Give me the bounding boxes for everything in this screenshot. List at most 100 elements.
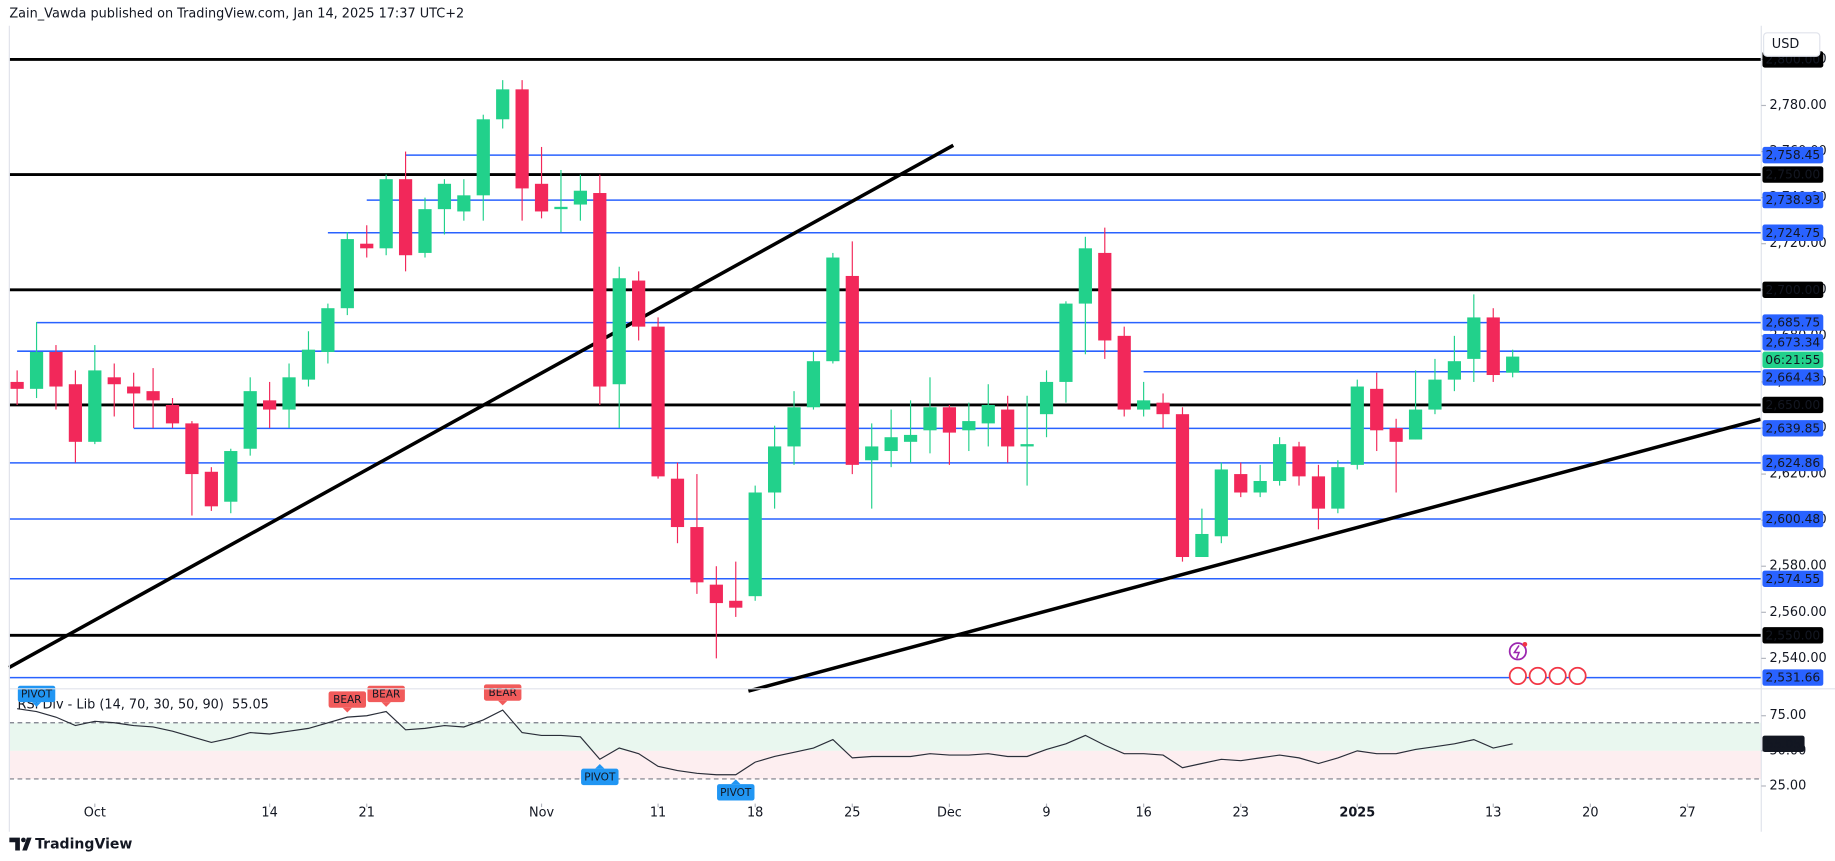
candle-body — [496, 89, 510, 120]
signal-pointer — [595, 763, 605, 769]
candle-body — [1020, 444, 1034, 447]
signal-label: BEAR — [333, 694, 361, 706]
level-label: 2,531.66 — [1766, 671, 1821, 685]
level-label-box — [1762, 454, 1824, 472]
candle-body — [321, 308, 335, 352]
level-label-box — [1762, 510, 1824, 528]
level-label-box — [1762, 570, 1824, 587]
candle-body — [632, 280, 646, 327]
candle-body — [1156, 402, 1170, 415]
candle-body — [49, 351, 63, 387]
level-label-box — [1762, 627, 1824, 644]
currency-box[interactable] — [1763, 32, 1821, 57]
signal-box — [328, 691, 367, 708]
currency: USD — [1772, 37, 1800, 52]
y-tick-label: 2,560.00 — [1769, 605, 1826, 620]
candle-body — [1311, 476, 1326, 509]
flag-icon[interactable] — [1568, 666, 1587, 685]
candle-body — [107, 377, 121, 385]
level-label-box — [1762, 224, 1824, 241]
rsi-panel: RSI Div - Lib (14, 70, 30, 50, 90) 55.05 P… — [9, 684, 1762, 801]
rsi-tick-label: 25.00 — [1769, 778, 1806, 793]
flag-icon[interactable] — [1508, 666, 1527, 685]
rsi-value-label: 55.05 — [1766, 737, 1801, 751]
level-label-box — [1762, 369, 1824, 386]
candle-body — [1059, 303, 1073, 382]
level-label: 2,738.93 — [1766, 193, 1821, 207]
candle-body — [243, 391, 257, 449]
x-tick-label: 11 — [650, 805, 666, 820]
flag-icon[interactable] — [1528, 666, 1547, 685]
candle-body — [1331, 467, 1345, 509]
signal-box — [17, 685, 56, 703]
level-label-box — [1762, 146, 1824, 164]
candle-body — [1001, 409, 1015, 447]
candle-body — [787, 407, 801, 447]
price-axis: 2,540.002,560.002,580.002,600.002,620.00… — [84, 25, 1827, 832]
signal-box — [717, 784, 755, 801]
brand-logo — [9, 837, 32, 851]
candle-body — [360, 243, 374, 249]
candle-body — [554, 206, 568, 210]
candle-body — [1486, 317, 1500, 376]
y-tick-label: 2,580.00 — [1769, 559, 1826, 574]
publisher-note: Zain_Vawda published on TradingView.com,… — [9, 7, 464, 22]
flag-icon[interactable] — [1548, 666, 1567, 685]
candle-body — [68, 384, 83, 442]
candle-body — [1428, 379, 1442, 410]
level-label: 2,639.85 — [1766, 421, 1821, 435]
candle-body — [573, 190, 587, 205]
candle-body — [768, 446, 782, 493]
candle-body — [826, 257, 840, 362]
x-tick-label: Oct — [84, 805, 106, 820]
signal-label: BEAR — [372, 689, 400, 701]
candle-body — [709, 584, 723, 604]
level-label-box — [1762, 420, 1824, 437]
level-label-box — [1762, 669, 1824, 686]
candle-body — [204, 471, 218, 507]
candle-body — [1389, 427, 1403, 442]
candle-body — [185, 423, 199, 475]
event-icon[interactable] — [1508, 642, 1527, 661]
brand-logo-dot — [21, 837, 26, 843]
candle-body — [418, 209, 432, 253]
level-label-box — [1762, 191, 1824, 209]
x-tick-label: 20 — [1582, 805, 1598, 820]
rsi-lower-zone — [9, 750, 1762, 779]
candle-body — [806, 361, 821, 408]
level-label: 2,624.86 — [1766, 456, 1821, 470]
event-icon-bolt — [1512, 645, 1521, 659]
candle-body — [476, 119, 490, 196]
candle-body — [10, 381, 24, 389]
x-tick-label: Nov — [529, 805, 554, 820]
x-tick-label: 25 — [844, 805, 860, 820]
level-label: 2,650.00 — [1766, 398, 1821, 412]
signal-pointer — [731, 779, 741, 785]
level-label-box — [1762, 396, 1824, 414]
level-label: 2,550.00 — [1766, 628, 1821, 642]
level-label-box — [1762, 166, 1824, 183]
candle-body — [923, 407, 937, 431]
candle-body — [690, 527, 704, 583]
trendline — [8, 143, 955, 670]
brand: TradingView — [9, 837, 132, 853]
candle-body — [282, 377, 296, 410]
y-tick-label: 2,540.00 — [1769, 651, 1826, 666]
level-label: 2,750.00 — [1766, 168, 1821, 182]
countdown-box — [1762, 351, 1824, 369]
rsi-title: RSI Div - Lib (14, 70, 30, 50, 90) — [18, 698, 224, 713]
candle-body — [865, 446, 879, 461]
signal-pointer — [381, 702, 391, 707]
candle-body — [845, 275, 859, 465]
candle-body — [224, 451, 238, 502]
candle-body — [1292, 446, 1306, 477]
x-tick-label: 9 — [1042, 805, 1050, 820]
y-tick-label: 2,780.00 — [1769, 98, 1826, 113]
signal-box — [581, 768, 619, 786]
candle-body — [1137, 400, 1151, 410]
candle-body — [670, 478, 685, 528]
candle-body — [903, 434, 918, 442]
event-icons[interactable] — [1508, 641, 1587, 685]
